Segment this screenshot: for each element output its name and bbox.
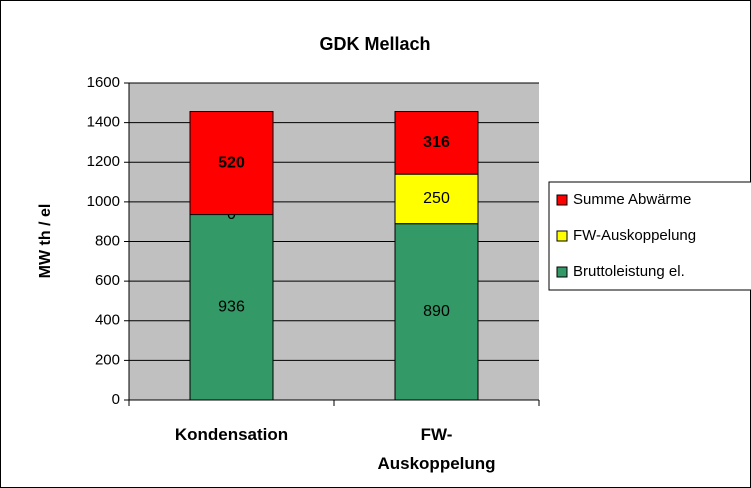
legend-box — [548, 181, 751, 291]
legend-swatch — [556, 194, 568, 206]
legend-label: Summe Abwärme — [573, 191, 691, 208]
y-axis-label: MW th / el — [37, 204, 54, 279]
y-tick-label: 1400 — [87, 114, 120, 131]
legend-swatch — [556, 230, 568, 242]
y-tick-label: 0 — [112, 391, 120, 408]
y-tick-label: 1200 — [87, 153, 120, 170]
bar-segment — [189, 214, 274, 401]
y-tick-label: 1600 — [87, 74, 120, 91]
x-tick-label: Kondensation — [174, 425, 289, 444]
chart-title: GDK Mellach — [319, 34, 430, 54]
y-tick-label: 400 — [95, 312, 120, 329]
y-tick-label: 800 — [95, 232, 120, 249]
x-tick-label: FW-Auskoppelung — [377, 425, 496, 473]
bar-segment — [394, 173, 479, 225]
bar-segment — [394, 223, 479, 401]
legend-label: Bruttoleistung el. — [573, 263, 685, 280]
legend-label: FW-Auskoppelung — [573, 227, 696, 244]
data-label: 250 — [423, 190, 450, 207]
y-tick-label: 1000 — [87, 193, 120, 210]
legend-swatch — [556, 266, 568, 278]
data-label: 316 — [423, 134, 450, 151]
y-tick-label: 600 — [95, 272, 120, 289]
data-label: 936 — [218, 298, 245, 315]
bar-segment — [394, 111, 479, 175]
bar-segment — [189, 111, 274, 216]
data-label: 520 — [218, 154, 245, 171]
data-label: 890 — [423, 303, 450, 320]
y-tick-label: 200 — [95, 351, 120, 368]
